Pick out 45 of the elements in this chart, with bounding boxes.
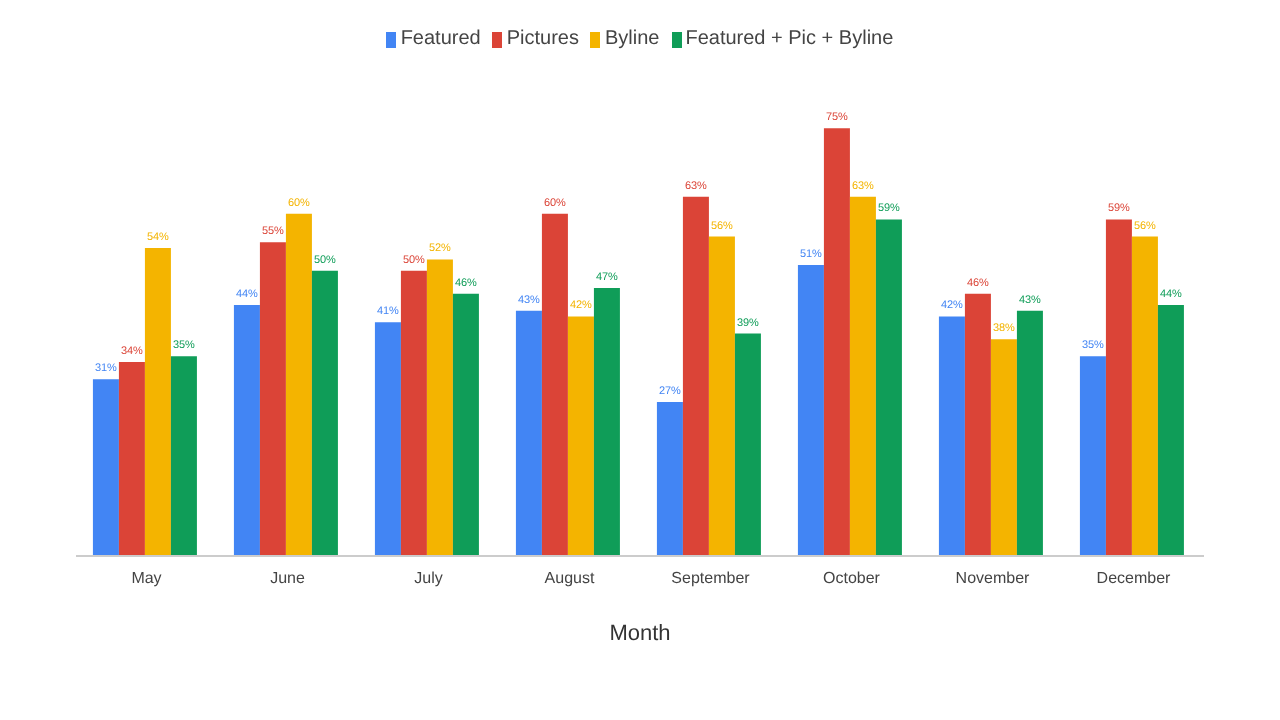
bar — [400, 270, 427, 556]
bar — [259, 242, 286, 556]
bar — [541, 213, 568, 556]
bar — [118, 362, 145, 556]
bar — [1157, 305, 1184, 556]
bar — [1131, 236, 1158, 556]
bar — [990, 339, 1017, 556]
bar — [1079, 356, 1106, 556]
bar — [734, 333, 761, 556]
bar — [964, 293, 991, 556]
bar — [233, 305, 260, 556]
legend-label: Featured + Pic + Byline — [683, 28, 894, 50]
x-tick-label: November — [955, 569, 1031, 588]
bar — [374, 322, 401, 556]
bar — [285, 213, 312, 556]
bar — [708, 236, 735, 556]
x-tick-label: July — [414, 569, 443, 588]
x-tick-label: December — [1096, 569, 1172, 588]
bar — [875, 219, 902, 556]
bar — [311, 270, 338, 556]
bar — [656, 402, 683, 556]
legend-label: Pictures — [504, 28, 579, 50]
bar — [823, 128, 850, 556]
x-tick-label: August — [544, 569, 596, 588]
bar — [1016, 310, 1043, 556]
bar — [426, 259, 453, 556]
bar — [938, 316, 965, 556]
bar — [452, 293, 479, 556]
x-tick-label: October — [823, 569, 881, 588]
legend-label: Byline — [602, 28, 660, 50]
legend-label: Featured — [398, 28, 481, 50]
bar — [682, 196, 709, 556]
bar — [593, 287, 620, 556]
bar — [515, 310, 542, 556]
x-axis-title: Month — [609, 622, 671, 646]
bar — [797, 265, 824, 556]
bar — [1105, 219, 1132, 556]
x-tick-label: June — [270, 569, 306, 588]
bar — [92, 379, 119, 556]
x-tick-label: May — [131, 569, 162, 588]
x-tick-label: September — [671, 569, 751, 588]
bar — [144, 248, 171, 556]
bar — [849, 196, 876, 556]
bar — [567, 316, 594, 556]
bar — [170, 356, 197, 556]
